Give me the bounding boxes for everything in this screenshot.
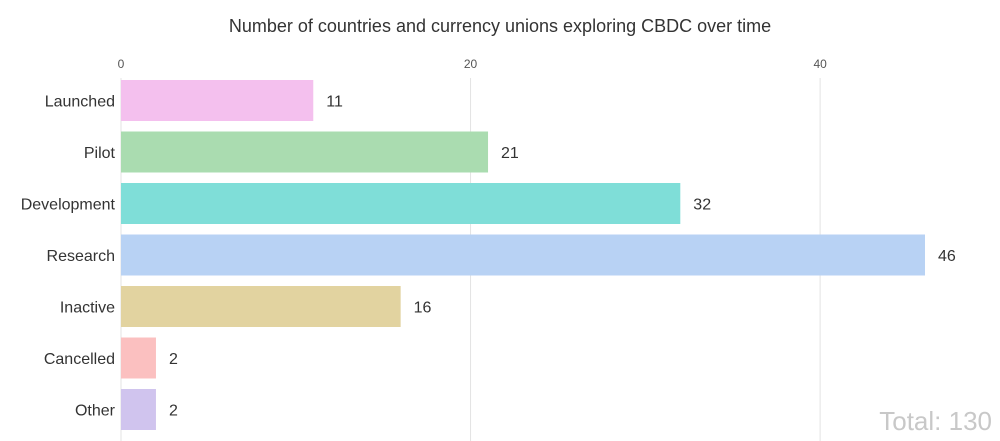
category-label-development: Development bbox=[21, 197, 116, 214]
category-label-launched: Launched bbox=[45, 94, 115, 111]
bar-inactive bbox=[121, 286, 401, 327]
total-label: Total: 130 bbox=[879, 406, 992, 436]
bar-research bbox=[121, 234, 925, 276]
category-label-inactive: Inactive bbox=[60, 300, 115, 317]
value-label-development: 32 bbox=[693, 197, 711, 214]
tick-label-20: 20 bbox=[464, 57, 478, 71]
labels-layer: 0 20 40 Launched 11 Pilot 21 Development 32 Resea… bbox=[21, 57, 956, 420]
category-label-research: Research bbox=[47, 248, 115, 265]
value-label-research: 46 bbox=[938, 248, 956, 265]
value-label-pilot: 21 bbox=[501, 145, 519, 162]
category-label-pilot: Pilot bbox=[84, 145, 116, 162]
chart-title: Number of countries and currency unions … bbox=[228, 16, 772, 36]
value-label-launched: 11 bbox=[326, 94, 343, 111]
value-label-inactive: 16 bbox=[414, 300, 432, 317]
tick-label-40: 40 bbox=[813, 57, 827, 71]
bar-cancelled bbox=[121, 337, 156, 379]
tick-label-0: 0 bbox=[118, 57, 125, 71]
value-label-other: 2 bbox=[169, 403, 178, 420]
value-label-cancelled: 2 bbox=[169, 351, 178, 368]
category-label-other: Other bbox=[75, 403, 116, 420]
bar-other bbox=[121, 389, 156, 430]
bar-development bbox=[121, 183, 681, 224]
bar-pilot bbox=[121, 131, 489, 173]
category-label-cancelled: Cancelled bbox=[44, 351, 115, 368]
bar-launched bbox=[121, 80, 314, 121]
bars-layer bbox=[121, 80, 925, 430]
